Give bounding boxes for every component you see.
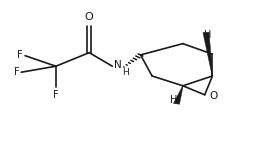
Text: F: F (14, 67, 19, 77)
Polygon shape (203, 32, 213, 76)
Text: H: H (170, 95, 178, 105)
Text: O: O (85, 12, 94, 22)
Text: H: H (122, 68, 128, 77)
Text: O: O (210, 91, 218, 101)
Polygon shape (173, 86, 183, 104)
Text: F: F (53, 90, 59, 100)
Text: F: F (17, 50, 23, 60)
Text: N: N (114, 60, 121, 71)
Text: H: H (204, 30, 211, 40)
